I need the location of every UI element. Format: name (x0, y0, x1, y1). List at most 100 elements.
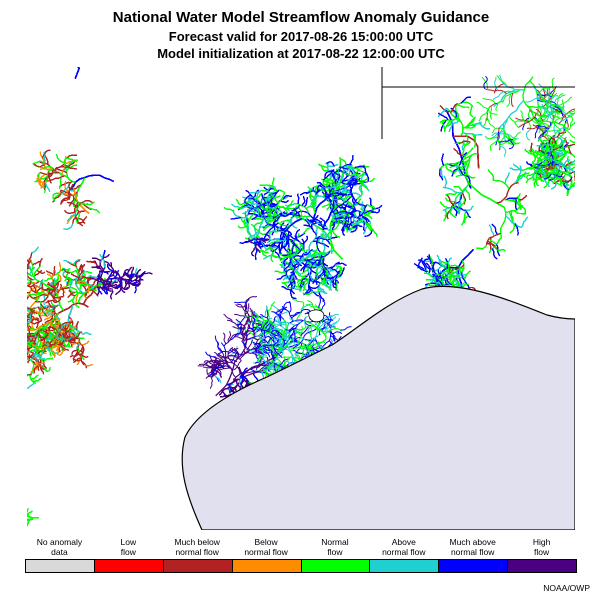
river-segment (244, 305, 250, 317)
model-initialization-time: Model initialization at 2017-08-22 12:00… (157, 46, 445, 61)
river-segment (237, 303, 246, 313)
river-segment (498, 138, 513, 143)
river-segment (269, 330, 277, 341)
river-segment (483, 76, 488, 89)
river-segment (292, 349, 304, 355)
river-segment (330, 331, 343, 335)
river-segment (324, 327, 342, 335)
river-segment (244, 315, 252, 326)
river-segment (496, 137, 508, 145)
river-segment (498, 100, 525, 129)
river-segment (555, 110, 569, 128)
river-segment (541, 93, 554, 102)
river-segment (237, 323, 246, 330)
river-segment (205, 363, 214, 373)
river-segment (550, 92, 558, 105)
river-segment (329, 321, 338, 331)
river-segment (321, 318, 334, 323)
river-segment (552, 104, 565, 111)
river-segment (273, 327, 285, 334)
river-segment (508, 116, 519, 128)
river-segment (492, 90, 505, 101)
river-segment (217, 352, 229, 359)
river-segment (254, 325, 260, 337)
river-segment (230, 348, 240, 358)
river-segment (214, 335, 219, 348)
river-segment (246, 339, 253, 351)
river-segment (257, 319, 266, 336)
river-segment (310, 327, 313, 340)
river-segment (315, 341, 325, 350)
river-segment (292, 298, 304, 303)
river-segment (500, 207, 507, 238)
river-segment (244, 303, 250, 315)
river-segment (495, 100, 504, 111)
river-segment (269, 366, 282, 369)
river-segment (489, 139, 498, 151)
river-segment (227, 355, 241, 358)
river-segment (254, 315, 259, 328)
river-segment (285, 348, 294, 358)
river-segment (261, 321, 269, 332)
river-segment (538, 83, 548, 95)
river-segment (510, 92, 514, 108)
river-segment (330, 330, 336, 342)
river-segment (197, 361, 209, 367)
river-segment (209, 354, 217, 364)
streamflow-map-canvas (27, 67, 575, 530)
river-segment (258, 334, 263, 347)
river-segment (210, 363, 222, 368)
river-segment (551, 77, 555, 92)
river-segment (271, 363, 275, 375)
river-segment (279, 328, 288, 339)
river-segment (227, 331, 231, 343)
river-segment (525, 97, 539, 103)
river-segment (340, 326, 352, 331)
river-segment (270, 335, 281, 353)
river-segment (515, 117, 530, 123)
river-segment (239, 349, 246, 360)
river-segment (534, 118, 570, 131)
river-segment (264, 305, 268, 318)
river-segment (320, 300, 326, 311)
river-segment (533, 87, 541, 101)
river-segment (307, 299, 315, 310)
river-segment (244, 322, 249, 334)
river-segment (553, 106, 560, 120)
forecast-valid-time: Forecast valid for 2017-08-26 15:00:00 U… (168, 29, 434, 44)
river-segment (279, 358, 290, 366)
river-segment (223, 313, 233, 323)
river-segment (255, 340, 265, 349)
river-segment (289, 317, 301, 323)
river-segment (210, 361, 221, 378)
river-segment (494, 76, 499, 91)
river-segment (495, 131, 500, 146)
river-segment (263, 367, 275, 371)
river-segment (303, 333, 322, 341)
river-segment (244, 315, 264, 320)
river-segment (267, 301, 276, 311)
river-segment (245, 361, 274, 374)
river-segment (251, 351, 264, 355)
river-segment (252, 324, 262, 332)
river-segment (279, 332, 289, 341)
river-segment (234, 313, 247, 317)
river-segment (567, 114, 574, 127)
river-segment (290, 311, 302, 317)
river-segment (211, 365, 220, 375)
river-segment (327, 313, 339, 319)
river-segment (256, 342, 268, 348)
river-segment (525, 128, 531, 141)
river-segment (262, 323, 272, 332)
river-segment (255, 347, 259, 360)
river-network (27, 67, 575, 527)
river-segment (300, 325, 319, 331)
river-segment (554, 105, 564, 117)
river-segment (486, 103, 498, 121)
river-segment (236, 316, 246, 326)
river-segment (541, 122, 554, 128)
river-segment (285, 328, 298, 331)
river-segment (273, 348, 283, 358)
river-segment (257, 350, 262, 363)
river-segment (503, 90, 518, 94)
